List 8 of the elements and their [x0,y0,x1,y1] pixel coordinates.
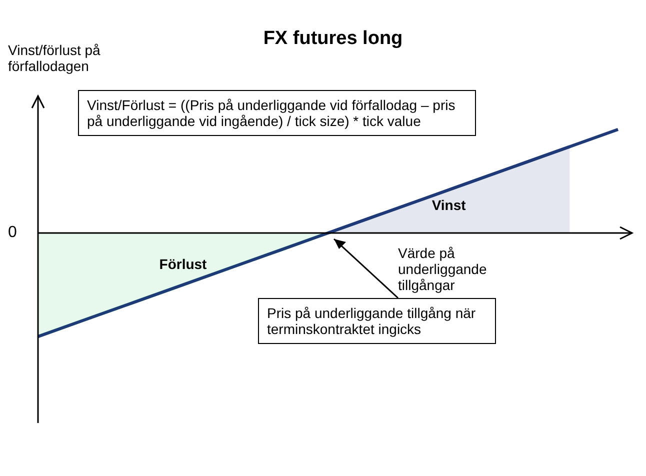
annotation: Pris på underliggande tillgång när terminskontraktet ingicks [258,298,496,344]
x-axis-title: Värde på underliggande tillgångar [398,245,488,293]
chart-title: FX futures long [262,28,404,50]
y-axis-title: Vinst/förlust på förfallodagen [8,42,102,74]
text: 0 [8,224,17,242]
series-label: Förlust [158,256,208,272]
text: Vinst/Förlust = ((Pris på underliggande vid förfallodag – pris på underliggande vid ingående) / tick size) * tick value [78,90,476,136]
series-label: Vinst [430,197,467,214]
